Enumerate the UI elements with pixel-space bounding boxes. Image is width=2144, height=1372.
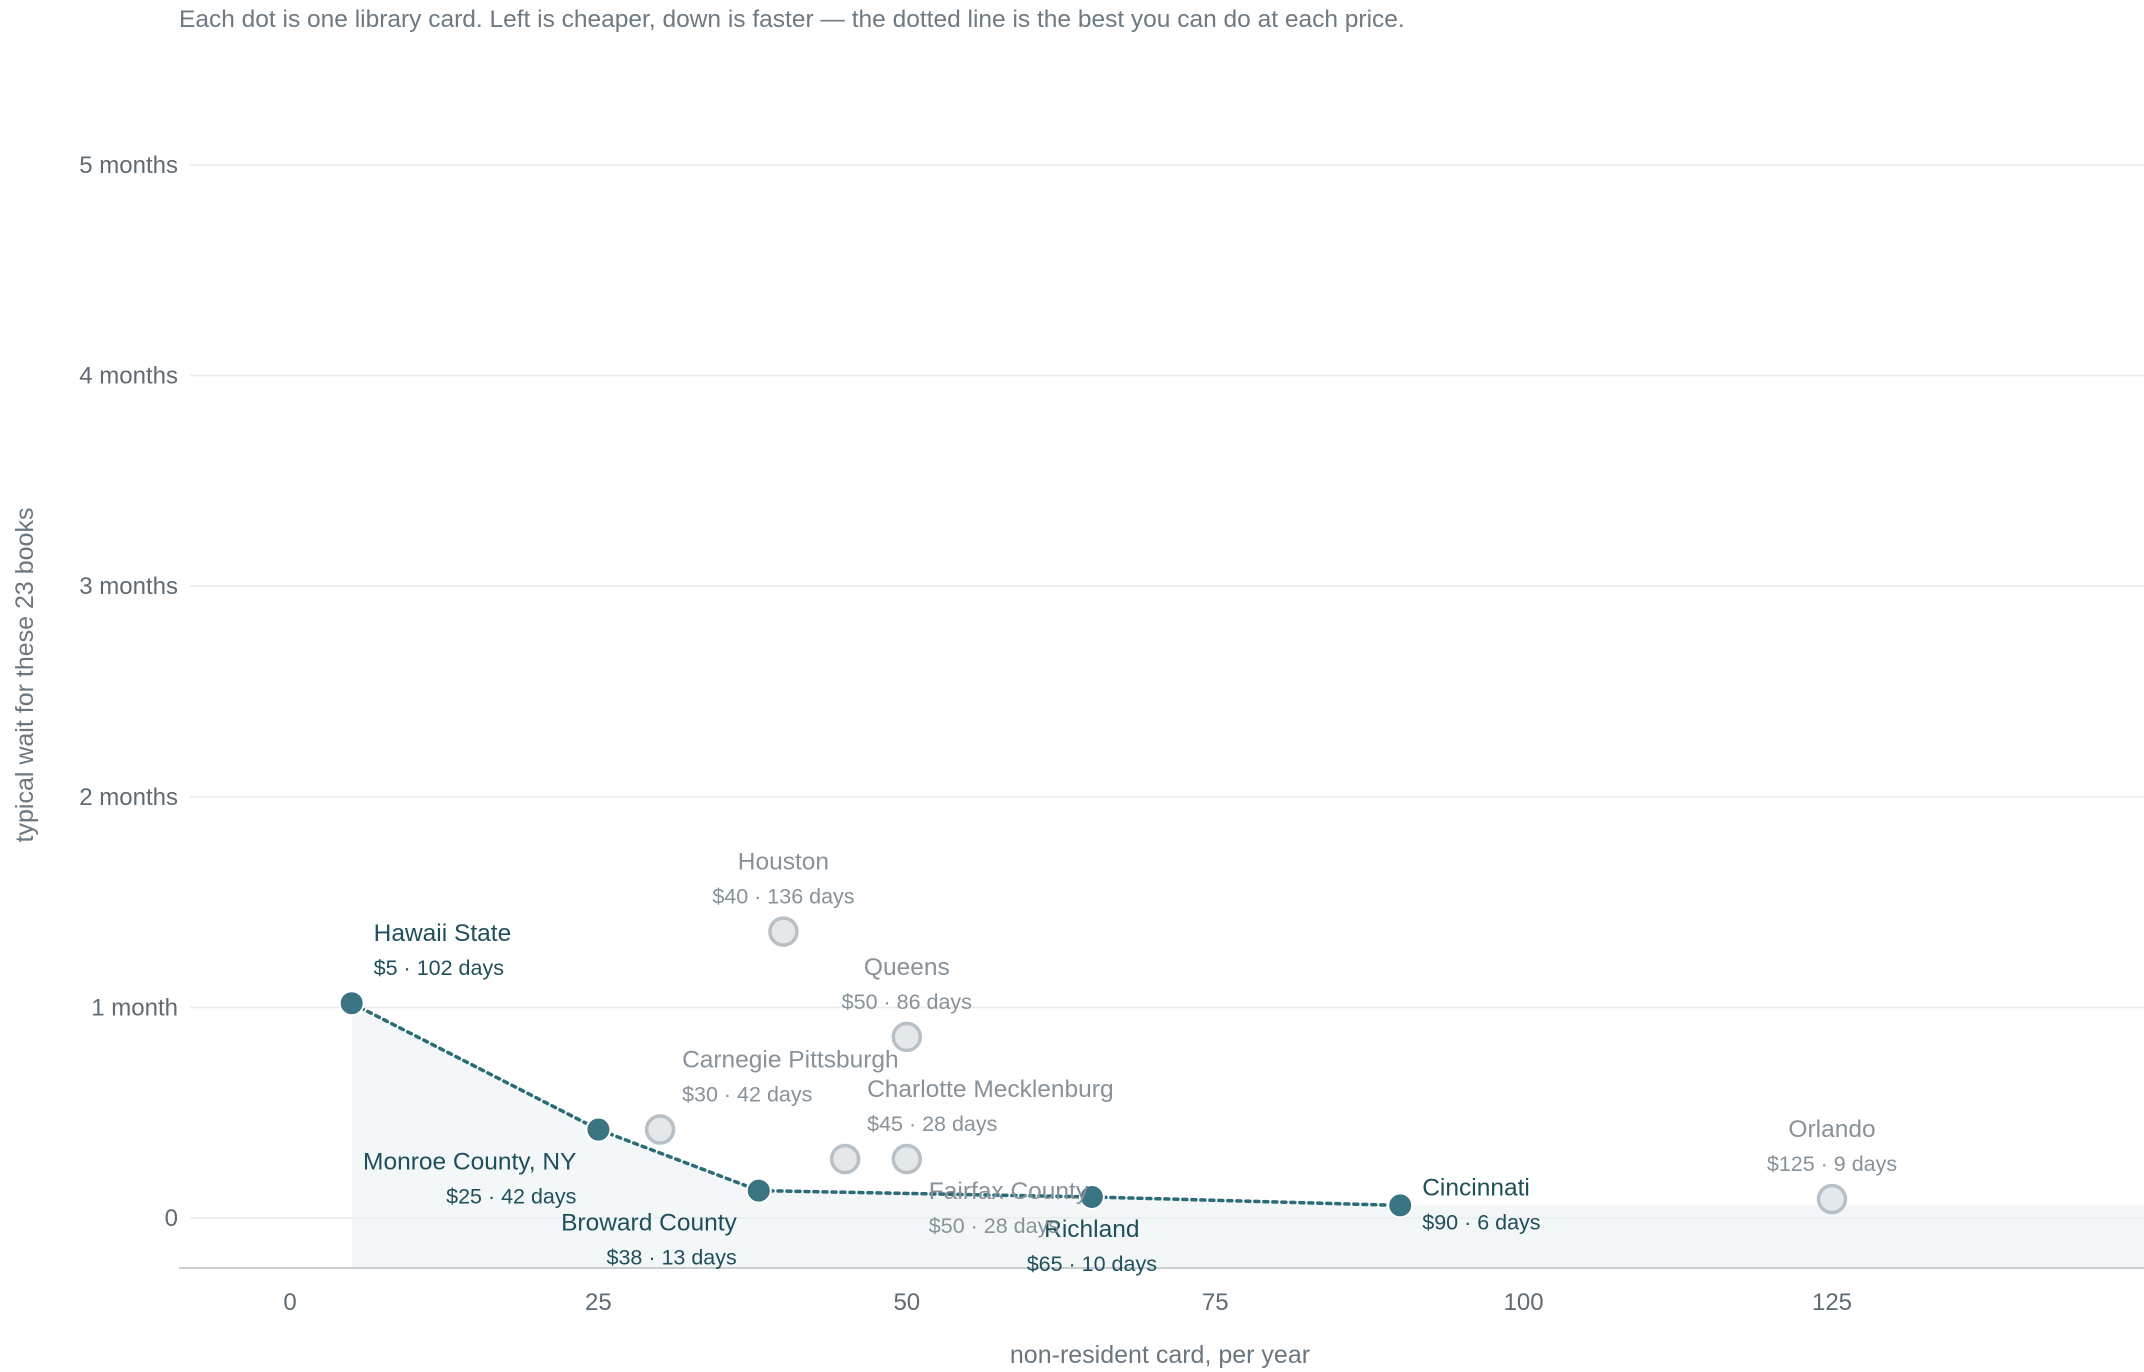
- label-name-orlando: Orlando: [1788, 1116, 1875, 1143]
- x-tick-label: 125: [1812, 1289, 1852, 1316]
- point-houston[interactable]: [768, 916, 799, 947]
- y-tick-label: 4 months: [79, 363, 178, 390]
- chart-subtitle: Each dot is one library card. Left is ch…: [179, 6, 1405, 33]
- frontier-area: [351, 1003, 2144, 1268]
- label-name-fairfax-county: Fairfax County: [929, 1178, 1089, 1205]
- point-broward-county[interactable]: [745, 1177, 772, 1204]
- label-detail-monroe-county-ny: $25 · 42 days: [446, 1185, 576, 1209]
- point-charlotte-mecklenburg[interactable]: [829, 1143, 861, 1175]
- label-name-richland: Richland: [1044, 1216, 1139, 1243]
- label-name-houston: Houston: [738, 849, 829, 876]
- y-axis-title: typical wait for these 23 books: [11, 508, 39, 843]
- point-labels: Hawaii State $5 · 102 days Monroe County, …: [363, 849, 1897, 1276]
- y-tick-label: 0: [165, 1205, 178, 1232]
- y-tick-label: 1 month: [91, 994, 178, 1021]
- label-name-charlotte-mecklenburg: Charlotte Mecklenburg: [867, 1076, 1113, 1103]
- gridlines: [190, 164, 2144, 1219]
- point-richland[interactable]: [1078, 1183, 1105, 1210]
- label-name-carnegie-pittsburgh: Carnegie Pittsburgh: [682, 1047, 899, 1074]
- label-detail-broward-county: $38 · 13 days: [606, 1246, 736, 1270]
- label-name-broward-county: Broward County: [561, 1210, 737, 1237]
- point-hawaii-state[interactable]: [338, 990, 365, 1017]
- x-axis-title: non-resident card, per year: [1010, 1341, 1310, 1369]
- point-fairfax-county[interactable]: [891, 1143, 923, 1175]
- label-detail-houston: $40 · 136 days: [712, 885, 854, 909]
- y-tick-label: 2 months: [79, 784, 178, 811]
- label-detail-queens: $50 · 86 days: [842, 990, 972, 1014]
- x-tick-label: 50: [893, 1289, 920, 1316]
- point-orlando[interactable]: [1816, 1183, 1848, 1215]
- label-name-monroe-county-ny: Monroe County, NY: [363, 1149, 576, 1176]
- x-axis-ticks: 0 25 50 75 100 125: [283, 1289, 1852, 1316]
- point-queens[interactable]: [891, 1021, 923, 1053]
- label-detail-fairfax-county: $50 · 28 days: [929, 1214, 1059, 1238]
- frontier-shaded-region: [351, 1003, 2144, 1268]
- x-tick-label: 75: [1202, 1289, 1229, 1316]
- label-detail-richland: $65 · 10 days: [1027, 1252, 1157, 1276]
- x-tick-label: 100: [1504, 1289, 1544, 1316]
- label-name-cincinnati: Cincinnati: [1422, 1174, 1530, 1201]
- y-axis-ticks: 0 1 month 2 months 3 months 4 months 5 months: [79, 152, 178, 1232]
- label-detail-hawaii-state: $5 · 102 days: [374, 956, 504, 980]
- label-detail-charlotte-mecklenburg: $45 · 28 days: [867, 1112, 997, 1136]
- label-detail-cincinnati: $90 · 6 days: [1422, 1210, 1540, 1234]
- x-tick-label: 0: [283, 1289, 296, 1316]
- point-monroe-county-ny[interactable]: [585, 1116, 612, 1143]
- point-carnegie-pittsburgh[interactable]: [644, 1114, 676, 1145]
- label-detail-orlando: $125 · 9 days: [1767, 1152, 1897, 1176]
- x-tick-label: 25: [585, 1289, 612, 1316]
- label-detail-carnegie-pittsburgh: $30 · 42 days: [682, 1083, 812, 1107]
- point-cincinnati[interactable]: [1387, 1192, 1414, 1219]
- y-tick-label: 5 months: [79, 152, 178, 179]
- label-name-queens: Queens: [864, 954, 950, 981]
- label-name-hawaii-state: Hawaii State: [374, 920, 512, 947]
- data-points: [338, 916, 1848, 1219]
- y-tick-label: 3 months: [79, 573, 178, 600]
